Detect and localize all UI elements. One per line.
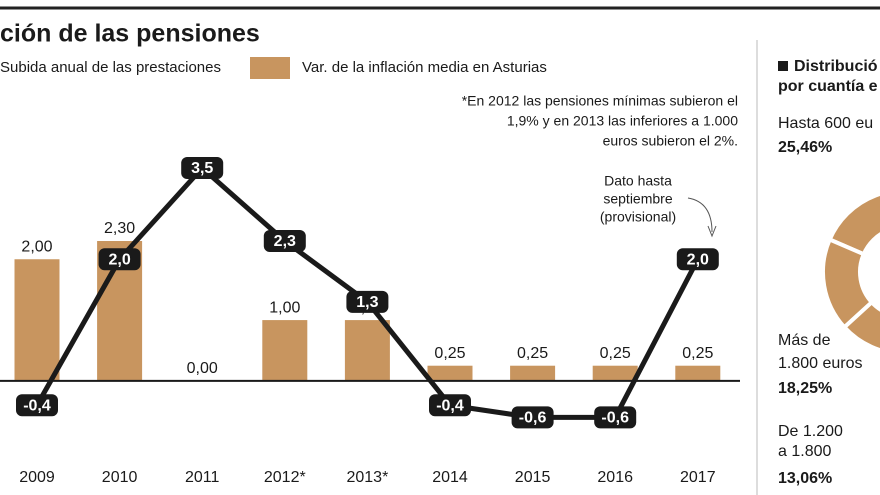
pie-label: Hasta 600 eu — [778, 115, 873, 132]
pie-title: Distribució — [794, 58, 878, 75]
bar-label: 2,30 — [104, 220, 135, 237]
bar — [262, 320, 308, 381]
line-label-box — [16, 394, 58, 417]
line-label-box — [263, 230, 306, 252]
bar-label: 2,00 — [21, 238, 52, 255]
x-tick-label: 2009 — [19, 469, 55, 486]
pie-value-label: 25,46% — [778, 139, 832, 156]
bar — [427, 365, 473, 381]
legend-label: Subida anual de las prestaciones — [0, 59, 221, 76]
line-label: -0,6 — [601, 410, 629, 427]
line-label: 2,0 — [687, 251, 709, 268]
x-tick-label: 2010 — [102, 469, 138, 486]
pie-label: a 1.800 — [778, 443, 831, 460]
chart-title: ción de las pensiones — [0, 20, 260, 48]
bar — [592, 365, 638, 381]
bar — [510, 365, 556, 381]
line-label-box — [429, 394, 471, 417]
bar-label: 1,00 — [269, 299, 300, 316]
pie-value-label: 18,25% — [778, 380, 832, 397]
x-tick-label: 2015 — [515, 469, 551, 486]
legend-label: Var. de la inflación media en Asturias — [302, 59, 547, 76]
bar — [344, 320, 390, 381]
pie-label: Más de — [778, 332, 831, 349]
note: 1,9% y en 2013 las inferiores a 1.000 — [507, 113, 738, 129]
legend-swatch — [250, 57, 290, 79]
note: euros subieron el 2%. — [603, 133, 738, 149]
line-label-box — [181, 157, 224, 179]
line-label: -0,4 — [436, 397, 464, 414]
bar-label: 0,25 — [600, 345, 631, 362]
bar-label: 0,25 — [517, 345, 548, 362]
pie-segment — [841, 299, 880, 353]
bar-label: 0,25 — [434, 345, 465, 362]
annotation-arrow — [687, 197, 713, 233]
line-label-box — [346, 290, 389, 313]
pie-segment — [827, 191, 880, 257]
line-label: 3,5 — [191, 160, 213, 177]
line-label: -0,4 — [23, 397, 51, 414]
annotation: (provisional) — [600, 209, 676, 225]
line-label-box — [594, 406, 637, 429]
pie-title: por cuantía e — [778, 78, 878, 95]
annotation: Dato hasta — [604, 173, 672, 189]
x-tick-label: 2011 — [185, 469, 220, 486]
x-tick-label: 2012* — [264, 469, 306, 486]
bar — [14, 259, 60, 381]
bar-label: 0,25 — [682, 345, 713, 362]
line-label: 2,0 — [108, 251, 130, 268]
x-tick-label: 2017 — [680, 469, 716, 486]
pie-label: De 1.200 — [778, 423, 843, 440]
note: *En 2012 las pensiones mínimas subieron … — [462, 93, 738, 109]
arrow-head — [707, 225, 717, 238]
line-label-box — [676, 248, 719, 271]
bar-label: 0,00 — [187, 360, 218, 377]
line-label: 1,3 — [356, 294, 378, 311]
line-label: -0,6 — [519, 410, 547, 427]
pie-label: 1.800 euros — [778, 355, 863, 372]
x-tick-label: 2014 — [432, 469, 468, 486]
line-label-box — [98, 248, 141, 271]
pie-value-label: 13,06% — [778, 470, 832, 487]
bullet — [778, 61, 788, 71]
line-label-box — [511, 406, 554, 429]
annotation: septiembre — [603, 191, 672, 207]
bar — [675, 365, 721, 381]
x-tick-label: 2013* — [346, 469, 388, 486]
line-label: 2,3 — [274, 233, 296, 250]
x-tick-label: 2016 — [597, 469, 633, 486]
